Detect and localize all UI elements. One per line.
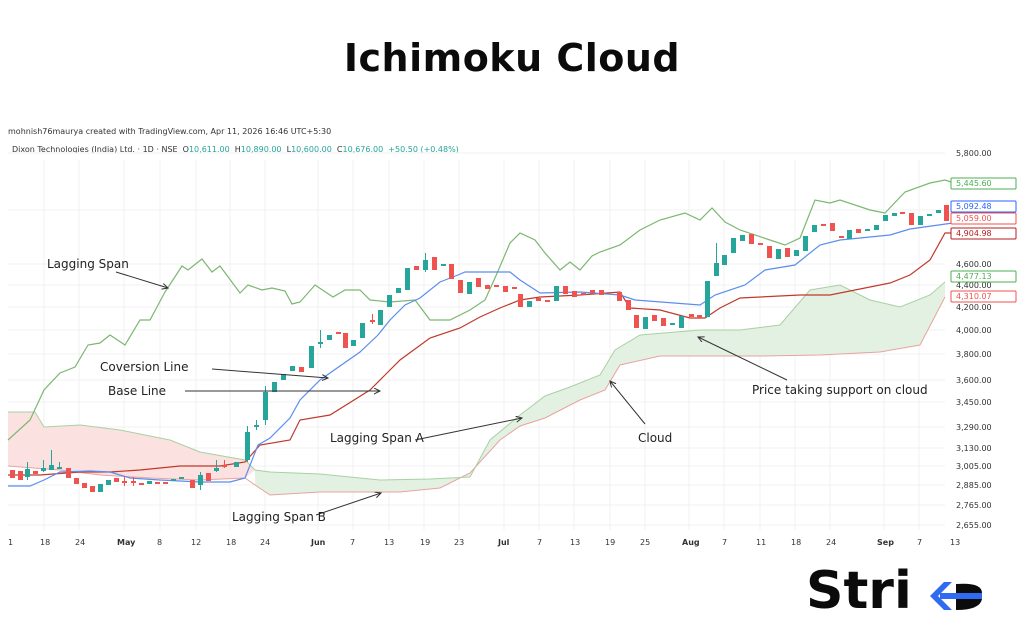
svg-text:18: 18 [226,538,236,547]
high-value: 10,890.00 [240,145,282,154]
svg-text:4,310.07: 4,310.07 [956,292,992,301]
lagging-span-line[interactable] [7,179,961,441]
svg-text:4,904.98: 4,904.98 [956,229,992,238]
svg-text:3,600.00: 3,600.00 [956,376,992,385]
svg-text:13: 13 [570,538,580,547]
svg-text:Jul: Jul [497,538,510,547]
svg-text:Price taking support on cloud: Price taking support on cloud [752,383,928,397]
change-value: +50.50 (+0.48%) [388,145,459,154]
svg-text:3,290.00: 3,290.00 [956,423,992,432]
svg-text:25: 25 [640,538,650,547]
svg-text:3,450.00: 3,450.00 [956,398,992,407]
svg-text:4,200.00: 4,200.00 [956,303,992,312]
svg-text:7: 7 [917,538,922,547]
svg-text:4,400.00: 4,400.00 [956,281,992,290]
price-tags: 5,445.60 5,092.48 5,059.00 4,904.98 4,47… [950,177,1017,303]
svg-text:11: 11 [756,538,766,547]
svg-text:Jun: Jun [310,538,326,547]
svg-text:1: 1 [8,538,13,547]
svg-text:23: 23 [454,538,464,547]
svg-text:19: 19 [420,538,430,547]
leading-span-a-line [8,281,946,481]
base-line[interactable] [8,232,960,476]
svg-text:3,130.00: 3,130.00 [956,444,992,453]
svg-text:Lagging Span A: Lagging Span A [330,431,425,445]
attribution-text: mohnish76maurya created with TradingView… [8,127,332,136]
svg-text:4,477.13: 4,477.13 [956,272,992,281]
svg-text:3,800.00: 3,800.00 [956,350,992,359]
svg-text:13: 13 [384,538,394,547]
svg-text:Lagging Span: Lagging Span [47,257,129,271]
svg-text:5,445.60: 5,445.60 [956,179,992,188]
svg-text:Sep: Sep [877,538,894,547]
svg-text:7: 7 [722,538,727,547]
y-axis: 5,800.00 4,600.00 4,400.00 4,200.00 4,00… [956,149,992,530]
symbol-legend: Dixon Technologies (India) Ltd. · 1D · N… [12,145,459,154]
svg-text:12: 12 [191,538,201,547]
cloud-green [255,282,945,495]
svg-text:2,655.00: 2,655.00 [956,521,992,530]
svg-text:May: May [117,538,136,547]
page-title: Ichimoku Cloud [343,36,681,80]
svg-text:24: 24 [75,538,85,547]
svg-text:4,600.00: 4,600.00 [956,260,992,269]
svg-text:2,885.00: 2,885.00 [956,481,992,490]
svg-text:7: 7 [537,538,542,547]
svg-text:Stri: Stri [806,561,912,620]
annotation-arrows [115,271,788,516]
low-value: 10,600.00 [291,145,332,154]
svg-text:Cloud: Cloud [638,431,672,445]
svg-text:Aug: Aug [682,538,700,547]
svg-text:Base Line: Base Line [108,384,166,398]
svg-text:24: 24 [260,538,270,547]
svg-text:Coversion Line: Coversion Line [100,360,189,374]
svg-text:19: 19 [605,538,615,547]
x-axis: 1 18 24 May 8 12 18 24 Jun 7 13 19 23 Ju… [8,538,960,547]
svg-text:7: 7 [350,538,355,547]
strike-logo: Stri [806,560,986,621]
candlesticks[interactable] [10,205,971,492]
svg-text:Lagging Span B: Lagging Span B [232,510,326,524]
cloud-red [8,412,255,480]
svg-text:24: 24 [826,538,836,547]
conversion-line[interactable] [8,221,961,487]
logo-accent-mark [930,582,982,610]
svg-text:5,800.00: 5,800.00 [956,149,992,158]
close-value: 10,676.00 [342,145,384,154]
annotations: Lagging Span Coversion Line Base Line La… [47,257,928,524]
svg-text:2,765.00: 2,765.00 [956,501,992,510]
svg-text:18: 18 [791,538,801,547]
symbol-name: Dixon Technologies (India) Ltd. · 1D · N… [12,145,178,154]
svg-text:13: 13 [950,538,960,547]
svg-text:8: 8 [157,538,162,547]
svg-text:5,092.48: 5,092.48 [956,202,992,211]
svg-text:5,059.00: 5,059.00 [956,214,992,223]
svg-text:18: 18 [40,538,50,547]
svg-text:4,000.00: 4,000.00 [956,326,992,335]
svg-text:3,005.00: 3,005.00 [956,462,992,471]
open-value: 10,611.00 [188,145,230,154]
